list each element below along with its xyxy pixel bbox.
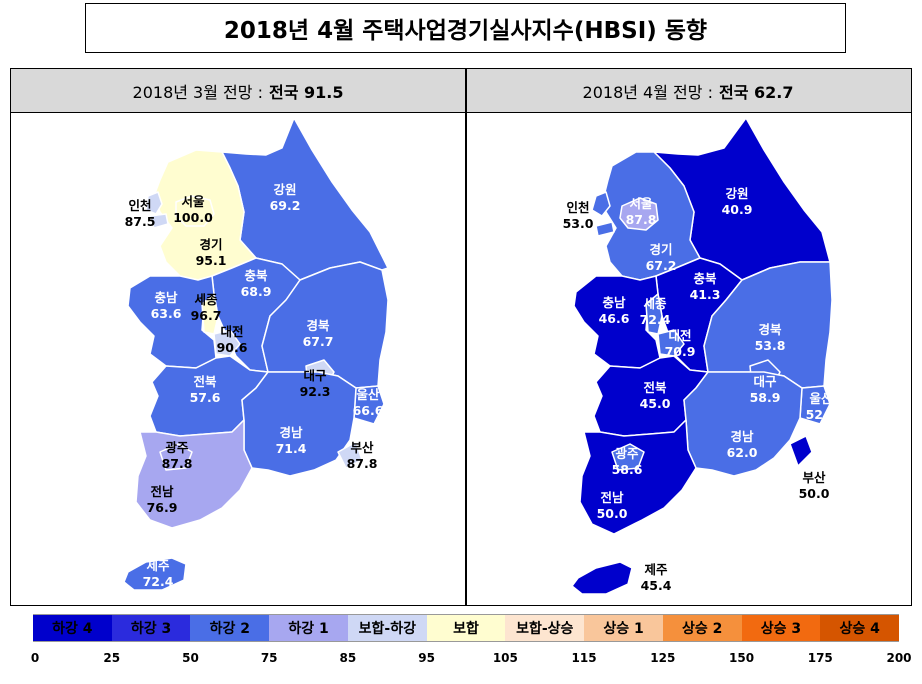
left-region-incheon (145, 191, 163, 215)
legend-tick-label: 125 (650, 651, 676, 665)
panel-divider (465, 69, 467, 605)
right-label-chungbuk: 충북 41.3 (689, 271, 721, 302)
left-label-gyeonggi: 경기 95.1 (195, 237, 227, 268)
right-label-daejeon: 대전 70.9 (664, 328, 696, 359)
right-label-gyeonggi: 경기 67.2 (645, 242, 677, 273)
right-map (571, 117, 833, 595)
right-label-gyeongbuk: 경북 53.8 (754, 322, 786, 353)
legend-tick-label: 75 (260, 651, 278, 665)
right-label-busan: 부산 50.0 (798, 470, 830, 501)
left-label-chungbuk: 충북 68.9 (240, 268, 272, 299)
left-label-jeju: 제주 72.4 (142, 558, 174, 589)
left-label-gyeongnam: 경남 71.4 (275, 425, 307, 456)
right-label-jeonbuk: 전북 45.0 (639, 380, 671, 411)
left-header-national: 전국 91.5 (268, 82, 344, 102)
right-header-prefix: 2018년 4월 전망 : (582, 82, 713, 102)
legend-tick-label: 105 (492, 651, 518, 665)
left-region-daejeon (213, 329, 241, 357)
legend-cell: 상승 2 (662, 615, 742, 641)
legend-cell: 보합-상승 (505, 615, 585, 641)
right-label-daegu: 대구 58.9 (749, 374, 781, 405)
left-panel-header: 2018년 3월 전망 : 전국 91.5 (11, 69, 465, 113)
left-region-incheon-2 (149, 213, 169, 229)
left-header-prefix: 2018년 3월 전망 : (132, 82, 263, 102)
legend-cell: 상승 1 (584, 615, 663, 641)
right-region-busan (789, 435, 813, 467)
left-region-busan (337, 441, 363, 469)
right-region-jeju (571, 561, 633, 595)
legend-cell: 상승 4 (820, 615, 900, 641)
left-region-seoul (175, 195, 215, 227)
right-region-jeonnam (579, 419, 697, 535)
left-region-gwangju (159, 443, 193, 471)
left-label-daegu: 대구 92.3 (299, 368, 331, 399)
right-label-gangwon: 강원 40.9 (721, 186, 753, 217)
left-label-gwangju: 광주 87.8 (161, 440, 193, 471)
legend-cell: 하강 3 (111, 615, 191, 641)
left-region-sejong (201, 293, 219, 335)
right-header-national: 전국 62.7 (718, 82, 794, 102)
right-panel-header: 2018년 4월 전망 : 전국 62.7 (465, 69, 911, 113)
right-region-incheon (591, 191, 611, 217)
left-label-gyeongbuk: 경북 67.7 (302, 318, 334, 349)
left-label-busan: 부산 87.8 (346, 440, 378, 471)
legend-bar: 하강 4 하강 3 하강 2 하강 1 보합-하강 보합 보합-상승 상승 1 상승 2 상승 3… (33, 614, 900, 642)
page-title: 2018년 4월 주택사업경기실사지수(HBSI) 동향 (85, 3, 846, 53)
right-region-chungnam (573, 275, 661, 369)
legend-cell: 상승 3 (741, 615, 821, 641)
left-label-jeonbuk: 전북 57.6 (189, 374, 221, 405)
left-label-ulsan: 울산 66.6 (352, 387, 384, 418)
right-label-incheon: 인천 53.0 (562, 200, 594, 231)
right-label-jeonnam: 전남 50.0 (596, 490, 628, 521)
right-label-ulsan: 울산 52.1 (805, 391, 837, 422)
legend-tick-label: 200 (886, 651, 912, 665)
left-label-gangwon: 강원 69.2 (269, 182, 301, 213)
left-label-seoul: 서울 100.0 (173, 194, 213, 225)
legend-ticks: 0 25 50 75 85 95 105 115 125 150 175 200 (0, 651, 922, 669)
legend-tick-label: 95 (418, 651, 435, 665)
legend-cell: 하강 2 (190, 615, 270, 641)
left-label-incheon: 인천 87.5 (124, 198, 156, 229)
right-region-daejeon (657, 329, 685, 357)
right-region-seoul (619, 197, 659, 231)
legend-tick-label: 25 (103, 651, 121, 665)
legend-cell: 하강 4 (33, 615, 112, 641)
left-region-jeonnam (135, 419, 253, 529)
right-region-sejong (645, 293, 663, 335)
legend-tick-label: 50 (182, 651, 199, 665)
right-label-seoul: 서울 87.8 (625, 196, 657, 227)
legend-cell: 보합-하강 (347, 615, 427, 641)
legend-tick-label: 175 (807, 651, 833, 665)
left-label-daejeon: 대전 90.6 (216, 324, 248, 355)
legend-cell: 하강 1 (269, 615, 348, 641)
left-map (123, 117, 389, 591)
right-label-jeju: 제주 45.4 (640, 562, 672, 593)
legend-tick-label: 150 (729, 651, 755, 665)
right-region-incheon-2 (595, 221, 615, 237)
left-label-jeonnam: 전남 76.9 (146, 484, 178, 515)
map-panels: 2018년 3월 전망 : 전국 91.5 2018년 4월 전망 : 전국 6… (10, 68, 912, 606)
left-label-chungnam: 충남 63.6 (150, 290, 182, 321)
right-region-gwangju (611, 443, 645, 471)
right-label-gwangju: 광주 58.6 (611, 446, 643, 477)
right-label-chungnam: 충남 46.6 (598, 295, 630, 326)
left-region-jeju (123, 557, 187, 591)
legend-tick-label: 115 (571, 651, 597, 665)
right-label-gyeongnam: 경남 62.0 (726, 429, 758, 460)
right-label-sejong: 세종 72.4 (639, 296, 671, 327)
left-label-sejong: 세종 96.7 (190, 292, 222, 323)
legend-cell: 보합 (426, 615, 506, 641)
legend-tick-label: 85 (339, 651, 357, 665)
legend-tick-label: 0 (30, 651, 40, 665)
